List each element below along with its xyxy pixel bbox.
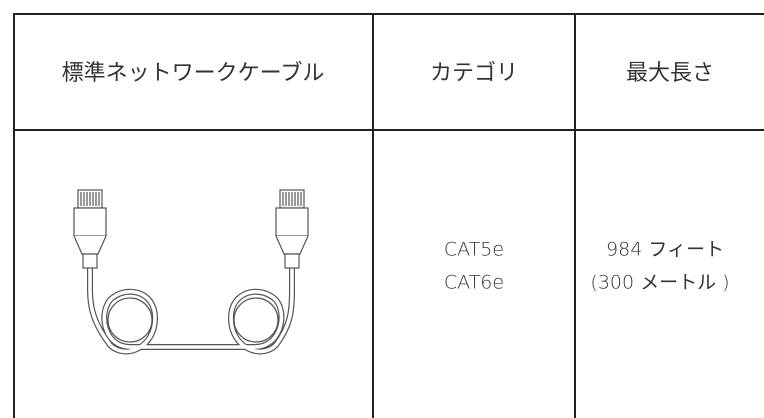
max-length: (300 メートル ) — [590, 272, 729, 294]
header-cell: 標準ネットワークケーブル — [62, 61, 325, 86]
category: CAT5e — [444, 239, 504, 261]
header-cell: カテゴリ — [430, 61, 518, 86]
cable-image — [73, 189, 309, 355]
max-length: 984 フィート — [606, 239, 724, 261]
header-cell: 最大長さ — [626, 61, 714, 86]
category: CAT6e — [444, 272, 504, 294]
